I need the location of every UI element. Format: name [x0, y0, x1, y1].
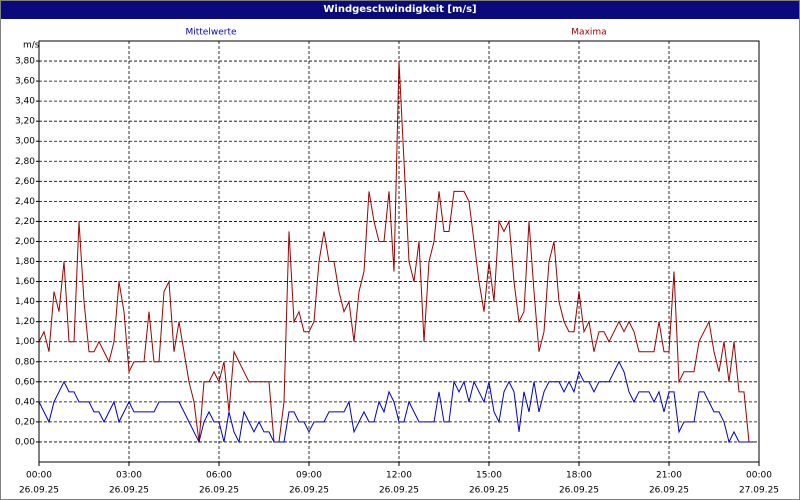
y-tick-label: 1,60 — [15, 277, 35, 287]
x-tick-label: 03:00 — [116, 471, 142, 481]
chart: m/s 0,00 0,20 0,40 0,60 0,80 1,00 1,20 1,40 1,60… — [15, 28, 779, 496]
y-tick-label: 3,20 — [15, 117, 35, 127]
x-tick-date: 26.09.25 — [199, 486, 239, 496]
y-tick-label: 3,80 — [15, 57, 35, 67]
x-tick-date: 26.09.25 — [379, 486, 419, 496]
y-tick-label: 2,60 — [15, 177, 35, 187]
y-tick-label: 3,40 — [15, 97, 35, 107]
y-tick-label: 0,00 — [15, 437, 35, 447]
y-tick-label: 3,00 — [15, 137, 35, 147]
y-tick-label: 0,40 — [15, 397, 35, 407]
x-tick-label: 00:00 — [26, 471, 52, 481]
y-tick-label: 3,60 — [15, 77, 35, 87]
x-tick-label: 06:00 — [206, 471, 232, 481]
x-tick-label: 21:00 — [656, 471, 682, 481]
y-tick-label: 2,80 — [15, 157, 35, 167]
x-tick-date: 26.09.25 — [469, 486, 509, 496]
y-tick-label: 1,80 — [15, 257, 35, 267]
series-line — [38, 360, 754, 444]
x-tick-label: 00:00 — [746, 471, 772, 481]
x-tick-label: 12:00 — [386, 471, 412, 481]
legend-label: Maxima — [571, 28, 606, 38]
x-tick-date: 26.09.25 — [289, 486, 329, 496]
plot-frame — [38, 40, 760, 463]
y-tick-label: 1,40 — [15, 297, 35, 307]
x-tick-label: 09:00 — [296, 471, 322, 481]
x-tick-date: 26.09.25 — [19, 486, 59, 496]
x-tick-date: 26.09.25 — [109, 486, 149, 496]
x-tick-date: 26.09.25 — [649, 486, 689, 496]
y-tick-label: 1,00 — [15, 337, 35, 347]
y-tick-label: 2,00 — [15, 237, 35, 247]
x-tick-date: 27.09.25 — [739, 486, 779, 496]
y-tick-label: 2,40 — [15, 197, 35, 207]
x-tick-label: 18:00 — [566, 471, 592, 481]
y-tick-label: 1,20 — [15, 317, 35, 327]
series-line — [38, 61, 754, 443]
y-tick-label: 0,60 — [15, 377, 35, 387]
y-tick-label: 0,80 — [15, 357, 35, 367]
chart-title: Windgeschwindigkeit [m/s] — [1, 1, 799, 19]
x-tick-date: 26.09.25 — [559, 486, 599, 496]
legend-label: Mittelwerte — [185, 28, 236, 38]
y-tick-label: 0,20 — [15, 417, 35, 427]
y-tick-label: 2,20 — [15, 217, 35, 227]
x-tick-label: 15:00 — [476, 471, 502, 481]
y-unit: m/s — [23, 41, 40, 51]
